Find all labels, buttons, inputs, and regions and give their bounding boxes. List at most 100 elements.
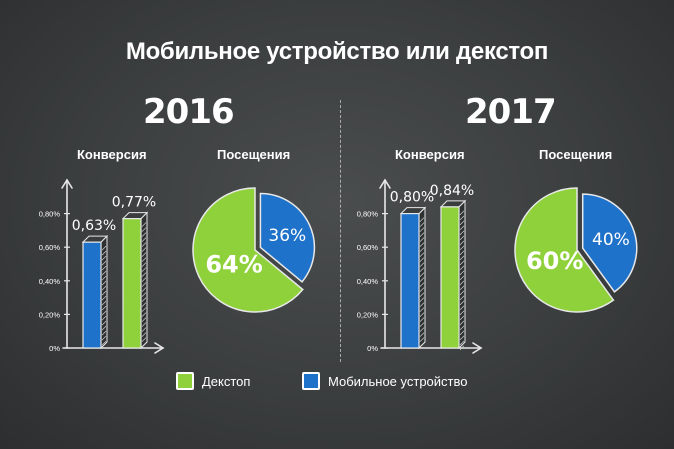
y-tick-label: 0,20% (357, 310, 379, 319)
bar-hatch (141, 302, 147, 307)
bar-hatch (141, 287, 147, 292)
bar-hatch (459, 220, 465, 226)
bar-hatch (459, 240, 465, 246)
bar-hatch (419, 282, 425, 287)
year-2016-heading: 2016 (143, 92, 235, 132)
conversion-bar-chart-2016: 0% 0,20% 0,40% 0,60% 0,80% 0,63% 0,77% (39, 178, 165, 354)
bar-hatch (459, 230, 465, 236)
bar-hatch (101, 325, 107, 331)
bar-hatch (459, 260, 465, 266)
bar-hatch (459, 265, 465, 271)
bar-desktop (440, 206, 460, 349)
bar-hatch (459, 245, 465, 251)
bar-hatch (459, 280, 465, 286)
y-tick-label: 0% (367, 344, 378, 353)
bar-hatch (419, 232, 425, 237)
pie-slice-desktop (192, 187, 304, 313)
bar-hatch (141, 342, 147, 347)
pie-label-mobile: 40% (592, 230, 630, 250)
y-axis-arrow (61, 178, 73, 189)
bar-hatch (101, 290, 107, 296)
legend-mobile-label: Мобильное устройство (328, 373, 468, 389)
bar-value-label: 0,63% (72, 218, 116, 234)
y-tick-label: 0,60% (357, 243, 379, 252)
pie-label-mobile: 36% (268, 226, 306, 246)
bar-hatch (459, 285, 465, 291)
bar-hatch (459, 255, 465, 261)
bar-hatch (141, 237, 147, 242)
bar-hatch (419, 292, 425, 297)
pie-slice-mobile (259, 192, 316, 283)
bar-hatch (419, 312, 425, 317)
y-tick-label: 0,40% (39, 277, 61, 286)
bar-hatch (101, 285, 107, 291)
bar-hatch (101, 245, 107, 251)
bar-hatch (459, 270, 465, 276)
bar-hatch (141, 332, 147, 337)
bar-hatch (141, 312, 147, 317)
bar-hatch (419, 342, 425, 347)
bar-value-label: 0,84% (430, 183, 474, 199)
bar-hatch (459, 225, 465, 231)
bar-hatch (101, 300, 107, 306)
bar-hatch (141, 317, 147, 322)
legend-desktop-label: Декстоп (202, 373, 251, 389)
bar-hatch (419, 222, 425, 227)
visits-pie-chart-2016: 36% 64% (192, 187, 316, 313)
bar-hatch (419, 242, 425, 247)
conversion-heading-2017: Конверсия (395, 147, 465, 162)
year-2017-heading: 2017 (465, 92, 557, 132)
bar-hatch (419, 327, 425, 332)
panel-divider (340, 100, 341, 362)
bar-hatch (141, 222, 147, 227)
bar-hatch (101, 270, 107, 276)
y-tick-label: 0,60% (39, 243, 61, 252)
bar-hatch (101, 250, 107, 256)
bar-hatch (419, 332, 425, 337)
bar-hatch (419, 307, 425, 312)
bar-hatch (101, 295, 107, 301)
bar-hatch (419, 257, 425, 262)
bar-hatch (459, 300, 465, 306)
bar-hatch (101, 315, 107, 321)
bar-hatch (141, 292, 147, 297)
bar-hatch (459, 345, 465, 351)
pie-label-desktop: 60% (526, 247, 583, 275)
bar-hatch (141, 277, 147, 282)
bar-hatch (459, 305, 465, 311)
bar-hatch (101, 320, 107, 326)
bar-hatch (141, 327, 147, 332)
y-tick-label: 0,80% (357, 210, 379, 219)
bar-hatch (419, 317, 425, 322)
bar-hatch (459, 325, 465, 331)
pie-slice-mobile (581, 193, 638, 293)
bar-mobile (82, 241, 102, 349)
conversion-heading-2016: Конверсия (77, 147, 147, 162)
bar-hatch (459, 295, 465, 301)
bar-hatch (419, 272, 425, 277)
pie-slice-desktop (514, 187, 615, 313)
visits-heading-2017: Посещения (539, 147, 613, 162)
bar-hatch (459, 235, 465, 241)
bar-hatch (419, 262, 425, 267)
bar-hatch (141, 322, 147, 327)
bar-hatch (419, 267, 425, 272)
bar-hatch (101, 335, 107, 341)
pie-label-desktop: 64% (205, 251, 262, 279)
bar-hatch (141, 227, 147, 232)
bar-hatch (101, 305, 107, 311)
bar-hatch (101, 260, 107, 266)
page-title: Мобильное устройство или декстоп (125, 38, 549, 65)
bar-hatch (101, 310, 107, 316)
bar-hatch (141, 232, 147, 237)
bar-hatch (141, 282, 147, 287)
bar-hatch (419, 297, 425, 302)
bar-hatch (459, 330, 465, 336)
bar-hatch (419, 322, 425, 327)
desktop-swatch (176, 372, 194, 390)
bar-value-label: 0,77% (112, 195, 156, 211)
bar-hatch (101, 280, 107, 286)
y-axis-arrow (379, 178, 391, 189)
bar-hatch (419, 237, 425, 242)
y-tick-label: 0,80% (39, 210, 61, 219)
